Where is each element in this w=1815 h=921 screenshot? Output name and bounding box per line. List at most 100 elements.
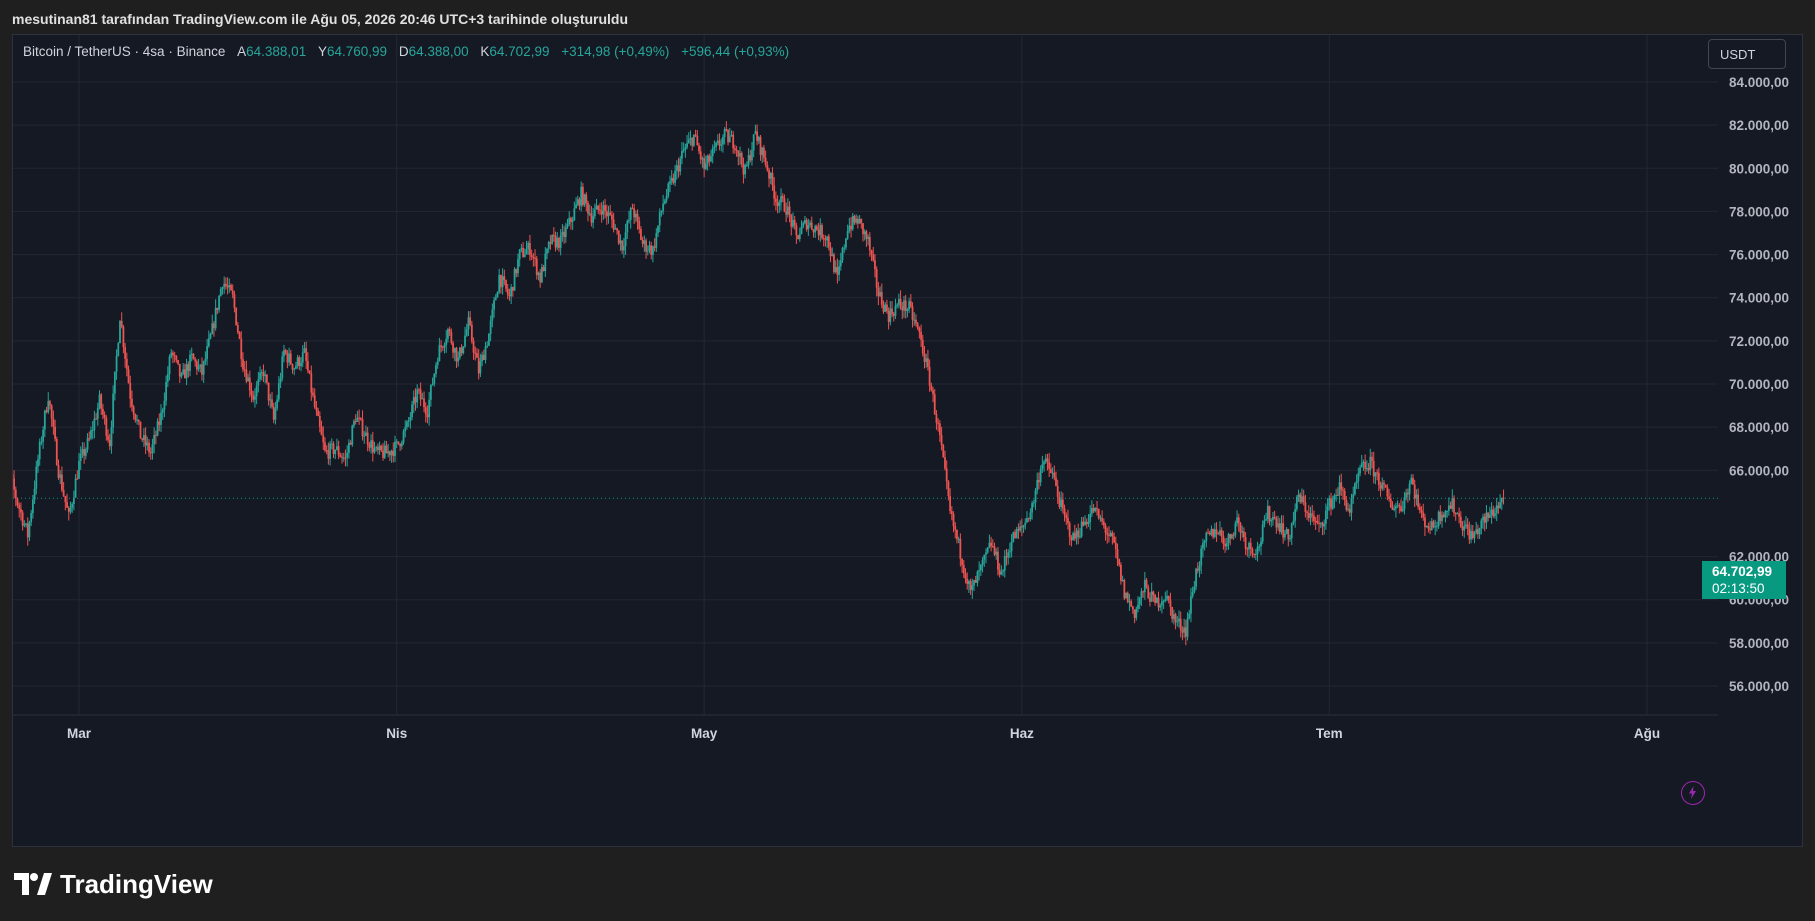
candle-body [1079, 536, 1081, 538]
candle-body [645, 240, 647, 252]
candle-body [790, 214, 793, 227]
candle-body [588, 213, 591, 215]
candle-body [194, 359, 197, 362]
candle-body [236, 324, 239, 333]
candle-body [1475, 529, 1478, 533]
candle-body [245, 369, 248, 382]
candle-body [597, 205, 600, 210]
candle-body [481, 354, 484, 362]
candle-body [42, 429, 45, 442]
candle-body [470, 324, 473, 342]
chart-panel[interactable]: 84.000,00 82.000,00 80.000,00 78.000,00 76.0… [12, 34, 1803, 847]
candle-body [86, 438, 89, 450]
candle-body [1135, 608, 1138, 618]
candle-body [1181, 630, 1184, 633]
candle-body [776, 201, 779, 206]
candle-body [937, 422, 940, 424]
candle-body [1278, 523, 1281, 532]
candle-body [1038, 480, 1040, 483]
candle-body [715, 142, 718, 147]
x-axis-tick-label: Mar [67, 726, 92, 741]
candle-body [884, 304, 887, 312]
candle-body [756, 131, 759, 141]
candle-body [1121, 580, 1124, 582]
candle-body [260, 372, 263, 374]
candle-body [1029, 512, 1032, 520]
candle-body [1106, 532, 1109, 535]
candle-body [612, 219, 615, 230]
candle-body [974, 580, 977, 583]
candle-body [506, 288, 509, 295]
candle-body [353, 421, 355, 426]
candle-body [344, 457, 347, 459]
candle-body [199, 364, 202, 367]
candle-body [604, 205, 606, 211]
candle-body [874, 260, 876, 270]
tradingview-logo[interactable]: TradingView [14, 866, 213, 902]
candle-body [336, 446, 338, 450]
candle-body [1131, 606, 1134, 610]
candle-body [18, 505, 21, 510]
candle-body [38, 442, 41, 460]
candle-body [1478, 528, 1481, 535]
candle-body [940, 435, 943, 446]
candle-body [694, 134, 697, 136]
candle-body [1405, 492, 1408, 498]
candle-body [146, 442, 149, 446]
candle-body [547, 242, 550, 249]
candle-body [115, 355, 118, 372]
candle-body [1161, 601, 1163, 606]
candle-body [1248, 542, 1250, 550]
candle-body [74, 478, 77, 498]
candle-body [61, 474, 63, 491]
candle-body [300, 362, 302, 366]
x-axis-tick-label: Tem [1316, 726, 1343, 741]
candle-body [1477, 529, 1479, 535]
candle-body [501, 276, 504, 288]
candle-body [1381, 482, 1384, 489]
candle-body [288, 353, 290, 363]
candle-body [522, 247, 524, 257]
candle-body [785, 211, 788, 215]
candle-body [231, 290, 234, 295]
candle-body [868, 236, 871, 251]
last-price-value: 64.702,99 [1712, 564, 1773, 579]
candle-body [310, 373, 313, 393]
candle-body [1039, 468, 1042, 483]
candle-body [1422, 512, 1425, 518]
candle-body [284, 350, 287, 354]
candle-body [764, 157, 767, 165]
candle-body [399, 443, 402, 447]
candle-body [49, 401, 51, 406]
candle-body [465, 329, 468, 336]
candle-body [1061, 499, 1064, 509]
candle-body [279, 378, 282, 384]
candle-body [47, 401, 50, 412]
candle-body [211, 323, 214, 334]
candle-body [122, 326, 125, 348]
candle-body [484, 346, 487, 361]
candle-body [474, 352, 477, 354]
candle-body [443, 344, 446, 348]
candle-body [1352, 494, 1355, 499]
candle-body [404, 427, 407, 432]
candle-body [735, 149, 738, 151]
candle-body [995, 551, 998, 555]
lightning-alert-icon[interactable] [1681, 781, 1705, 805]
currency-button[interactable]: USDT [1708, 39, 1786, 69]
candle-body [1044, 458, 1047, 462]
candle-body [230, 284, 232, 291]
candle-body [84, 449, 87, 456]
candle-body [214, 307, 217, 329]
y-axis-tick-label: 66.000,00 [1729, 463, 1789, 478]
candle-body [930, 385, 933, 391]
candle-body [703, 158, 706, 169]
candle-body [1000, 572, 1003, 575]
candle-body [660, 210, 663, 213]
candle-body [1318, 522, 1320, 524]
symbol-title[interactable]: Bitcoin / TetherUS · 4sa · Binance [23, 44, 226, 59]
candle-body [426, 414, 429, 418]
candle-body [1383, 482, 1385, 485]
candlestick-chart[interactable]: 84.000,00 82.000,00 80.000,00 78.000,00 76.0… [13, 35, 1802, 846]
candle-body [95, 418, 97, 420]
